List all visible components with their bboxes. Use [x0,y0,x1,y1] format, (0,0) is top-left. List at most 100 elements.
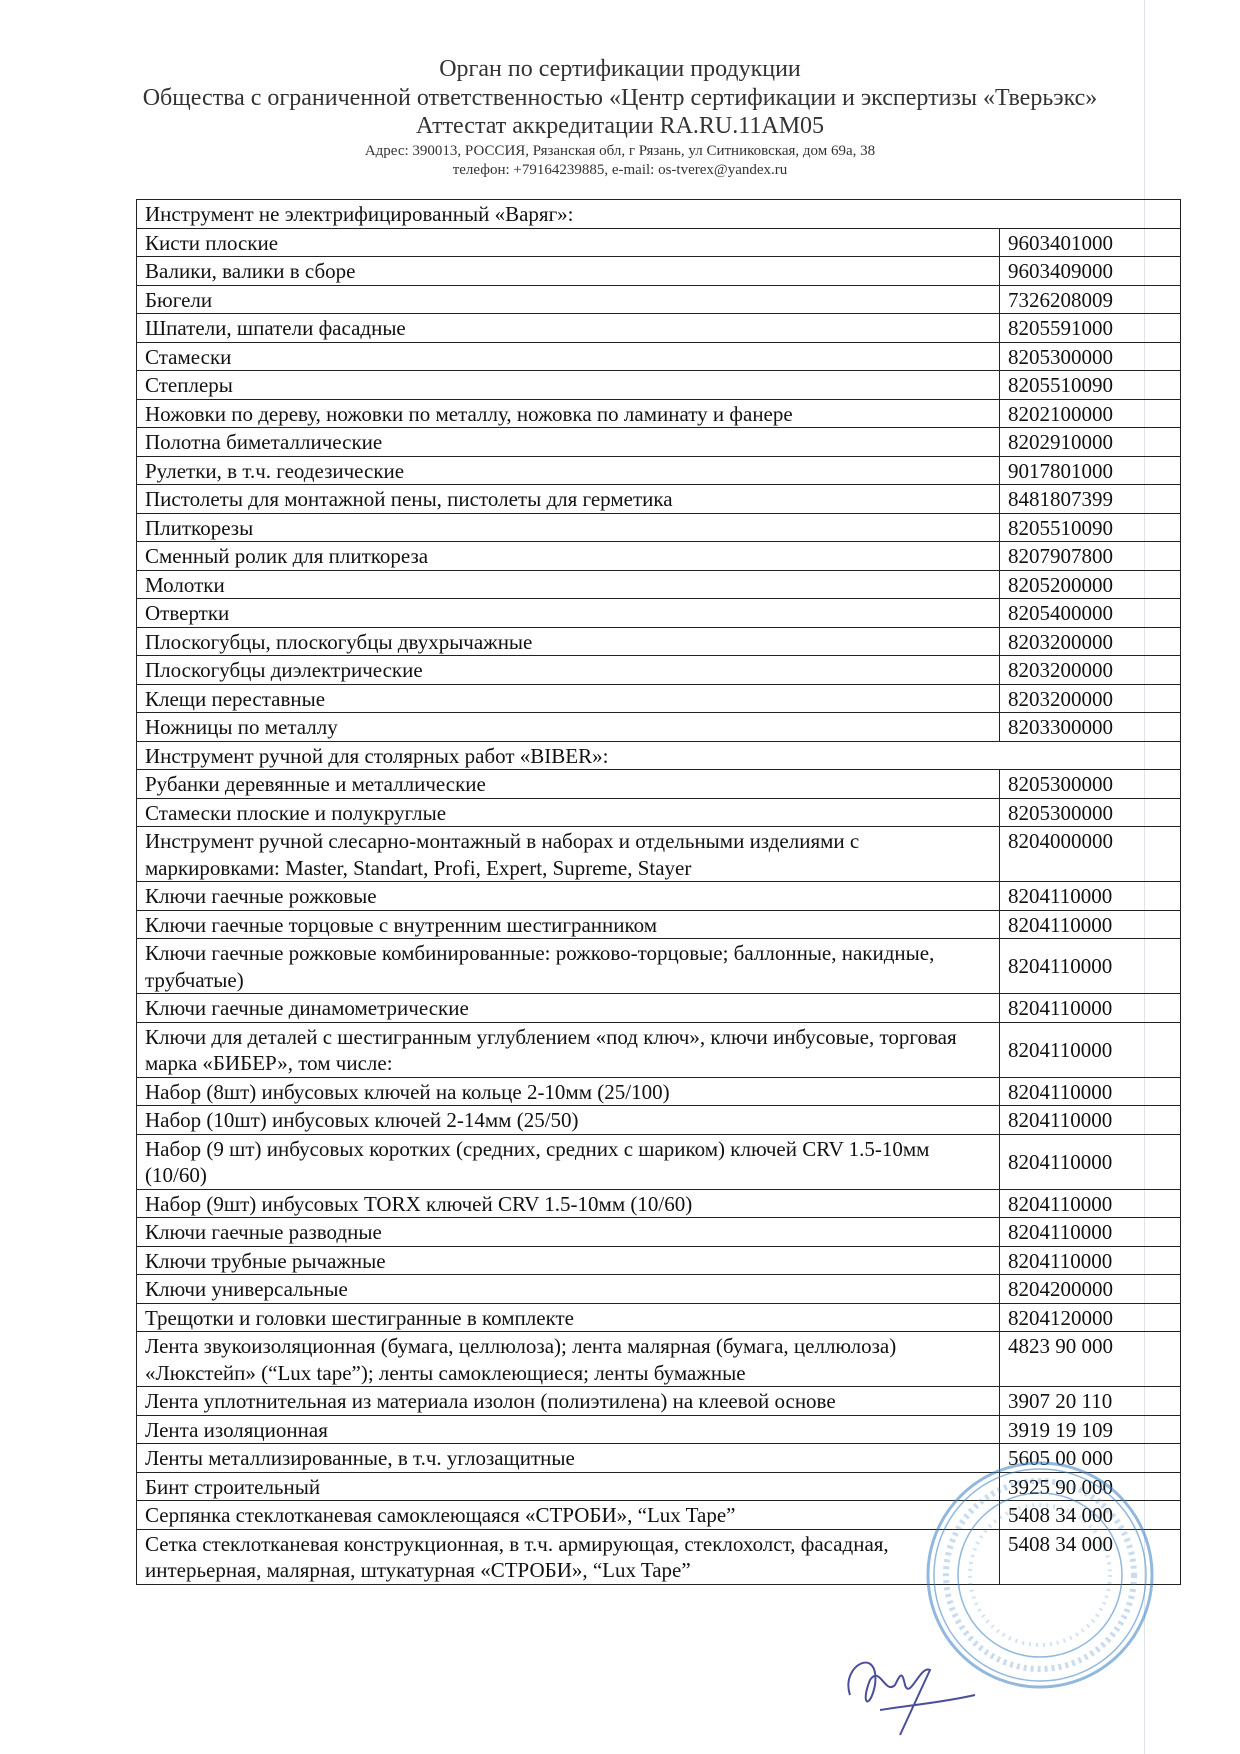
product-name: Инструмент ручной слесарно-монтажный в н… [136,826,1000,882]
product-name: Стамески [136,341,1000,371]
tn-ved-code: 5408 34 000 [999,1500,1181,1530]
product-name: Плиткорезы [136,512,1000,542]
table-row: Лента звукоизоляционная (бумага, целлюло… [136,1331,1181,1387]
tn-ved-code: 3907 20 110 [999,1386,1181,1416]
tn-ved-code: 8205591000 [999,313,1181,343]
address: Адрес: 390013, РОССИЯ, Рязанская обл, г … [364,143,876,159]
table-row: Кисти плоские 9603401000 [136,227,1181,257]
product-name: Полотна биметаллические [136,427,1000,457]
table-row: Сетка стеклотканевая конструкционная, в … [136,1528,1181,1585]
table-row: Сменный ролик для плиткореза 8207907800 [136,541,1181,571]
tn-ved-code: 8205300000 [999,797,1181,827]
tn-ved-code: 8204110000 [999,1021,1181,1078]
section-header-row: Инструмент не электрифицированный «Варяг… [136,199,1181,229]
table-row: Рулетки, в т.ч. геодезические 9017801000 [136,455,1181,485]
tn-ved-code: 9017801000 [999,455,1181,485]
table-row: Стамески 8205300000 [136,341,1181,371]
table-row: Трещотки и головки шестигранные в компле… [136,1302,1181,1332]
product-name: Лента звукоизоляционная (бумага, целлюло… [136,1331,1000,1387]
table-row: Ключи гаечные рожковые 8204110000 [136,881,1181,911]
contacts: телефон: +79164239885, e-mail: os-tverex… [452,162,788,178]
product-name: Лента уплотнительная из материала изолон… [136,1386,1000,1416]
table-row: Ключи гаечные динамометрические 820411000… [136,993,1181,1023]
product-name: Ключи универсальные [136,1274,1000,1304]
tn-ved-code: 8203200000 [999,655,1181,685]
tn-ved-code: 8205510090 [999,370,1181,400]
tn-ved-code: 8204110000 [999,881,1181,911]
table-row: Рубанки деревянные и металлические 820530… [136,769,1181,799]
org-title: Орган по сертификации продукции [439,56,801,82]
product-name: Ключи гаечные динамометрические [136,993,1000,1023]
table-row: Ключи трубные рычажные 8204110000 [136,1245,1181,1275]
table-row: Полотна биметаллические 8202910000 [136,427,1181,457]
product-name: Трещотки и головки шестигранные в компле… [136,1302,1000,1332]
product-name: Ключи гаечные рожковые [136,881,1000,911]
table-row: Плоскогубцы, плоскогубцы двухрычажные 820… [136,626,1181,656]
tn-ved-code: 8204200000 [999,1274,1181,1304]
tn-ved-code: 8204000000 [999,826,1181,882]
tn-ved-code: 8204110000 [999,1245,1181,1275]
section-header-row: Инструмент ручной для столярных работ «B… [136,740,1181,770]
table-row: Плиткорезы 8205510090 [136,512,1181,542]
product-table: Инструмент не электрифицированный «Варяг… [136,199,1181,1585]
table-row: Валики, валики в сборе 9603409000 [136,256,1181,286]
tn-ved-code: 8205510090 [999,512,1181,542]
table-row: Инструмент ручной слесарно-монтажный в н… [136,826,1181,882]
tn-ved-code: 8205300000 [999,341,1181,371]
tn-ved-code: 8481807399 [999,484,1181,514]
tn-ved-code: 8204110000 [999,1105,1181,1135]
product-name: Отвертки [136,598,1000,628]
tn-ved-code: 8204110000 [999,938,1181,994]
tn-ved-code: 8205300000 [999,769,1181,799]
table-row: Серпянка стеклотканевая самоклеющаяся «С… [136,1500,1181,1530]
table-row: Молотки 8205200000 [136,569,1181,599]
tn-ved-code: 8203200000 [999,683,1181,713]
tn-ved-code: 8203300000 [999,712,1181,742]
product-name: Ключи гаечные разводные [136,1217,1000,1247]
tn-ved-code: 8205400000 [999,598,1181,628]
table-row: Стамески плоские и полукруглые 8205300000 [136,797,1181,827]
table-row: Отвертки 8205400000 [136,598,1181,628]
table-row: Шпатели, шпатели фасадные 8205591000 [136,313,1181,343]
product-name: Кисти плоские [136,227,1000,257]
table-row: Ключи гаечные рожковые комбинированные: … [136,938,1181,994]
tn-ved-code: 3919 19 109 [999,1414,1181,1444]
product-name: Степлеры [136,370,1000,400]
table-row: Ключи для деталей с шестигранным углубле… [136,1021,1181,1078]
product-name: Бинт строительный [136,1471,1000,1501]
tn-ved-code: 8203200000 [999,626,1181,656]
table-row: Набор (9 шт) инбусовых коротких (средних… [136,1133,1181,1190]
tn-ved-code: 8204110000 [999,1217,1181,1247]
tn-ved-code: 8202910000 [999,427,1181,457]
tn-ved-code: 5408 34 000 [999,1528,1181,1585]
tn-ved-code: 3925 90 000 [999,1471,1181,1501]
table-row: Ключи гаечные разводные 8204110000 [136,1217,1181,1247]
table-row: Клещи переставные 8203200000 [136,683,1181,713]
product-name: Шпатели, шпатели фасадные [136,313,1000,343]
table-row: Пистолеты для монтажной пены, пистолеты … [136,484,1181,514]
table-row: Ключи универсальные 8204200000 [136,1274,1181,1304]
tn-ved-code: 8204110000 [999,1188,1181,1218]
table-row: Ножницы по металлу 8203300000 [136,712,1181,742]
product-name: Ключи гаечные торцовые с внутренним шест… [136,909,1000,939]
table-row: Лента изоляционная 3919 19 109 [136,1414,1181,1444]
signature [847,1661,976,1736]
product-name: Ключи для деталей с шестигранным углубле… [136,1021,1000,1078]
product-name: Серпянка стеклотканевая самоклеющаяся «С… [136,1500,1000,1530]
tn-ved-code: 8204110000 [999,1133,1181,1190]
table-row: Набор (9шт) инбусовых TORX ключей CRV 1.… [136,1188,1181,1218]
product-name: Валики, валики в сборе [136,256,1000,286]
product-name: Набор (9 шт) инбусовых коротких (средних… [136,1133,1000,1190]
tn-ved-code: 8204110000 [999,909,1181,939]
table-row: Бюгели 7326208009 [136,284,1181,314]
tn-ved-code: 8207907800 [999,541,1181,571]
table-row: Ключи гаечные торцовые с внутренним шест… [136,909,1181,939]
org-name: Общества с ограниченной ответственностью… [142,85,1098,111]
table-row: Бинт строительный 3925 90 000 [136,1471,1181,1501]
product-name: Бюгели [136,284,1000,314]
product-name: Сменный ролик для плиткореза [136,541,1000,571]
product-name: Набор (8шт) инбусовых ключей на кольце 2… [136,1076,1000,1106]
tn-ved-code: 8202100000 [999,398,1181,428]
table-row: Лента уплотнительная из материала изолон… [136,1386,1181,1416]
table-row: Ленты металлизированные, в т.ч. углозащи… [136,1443,1181,1473]
